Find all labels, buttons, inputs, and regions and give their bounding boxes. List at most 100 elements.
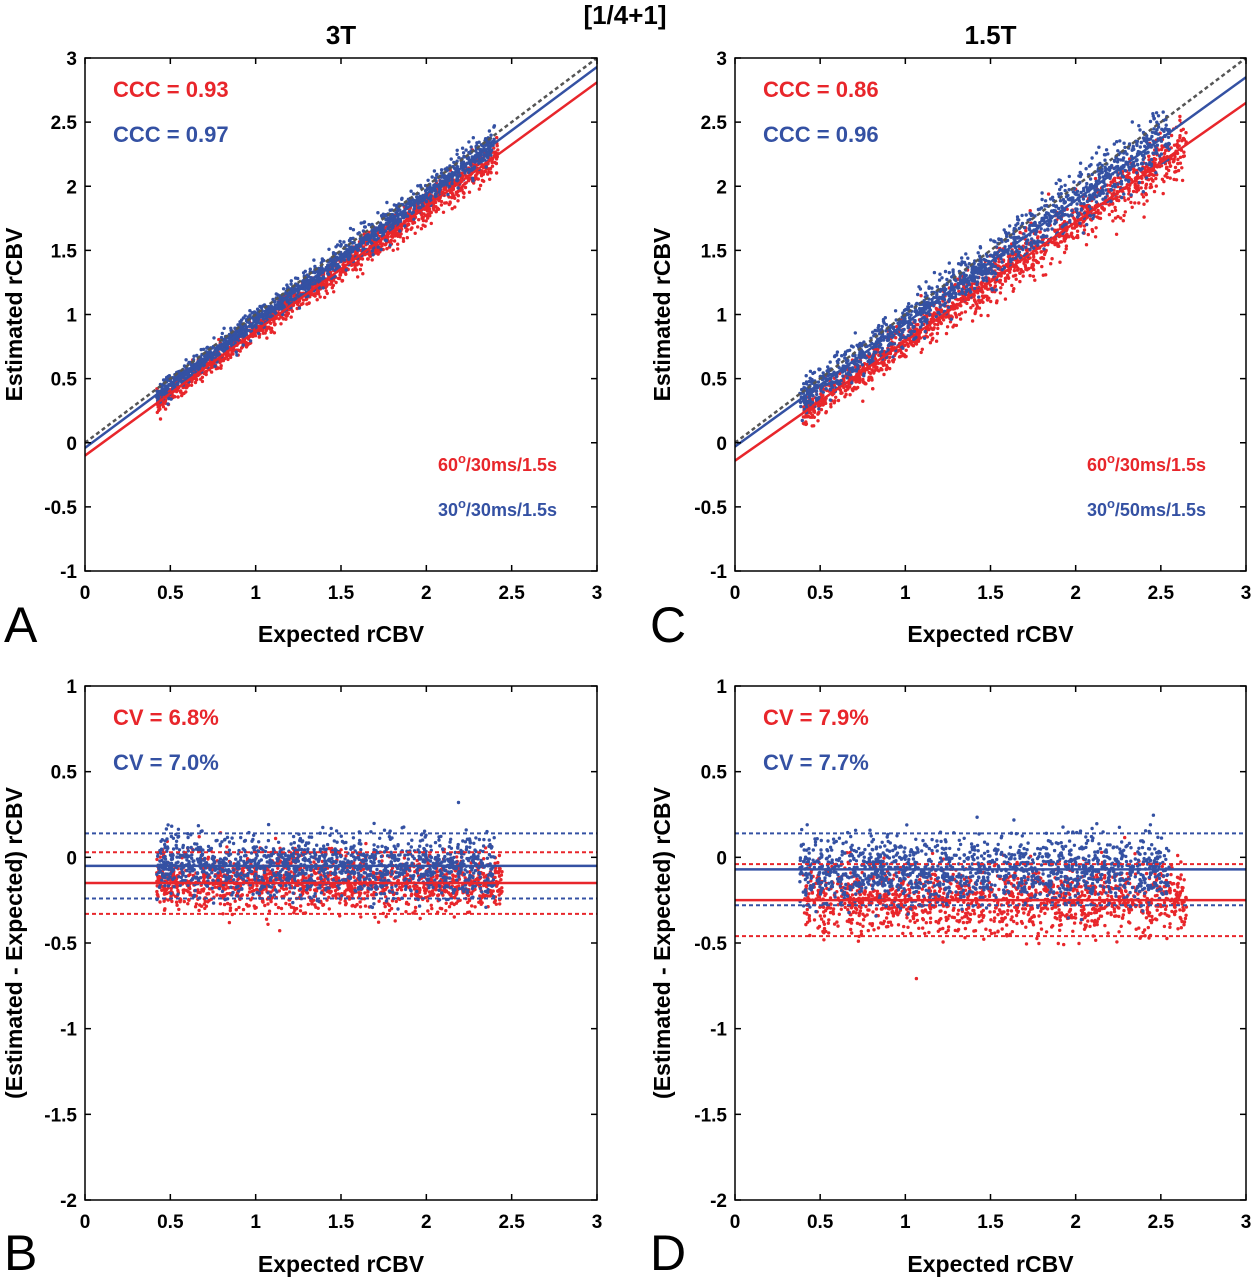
data-point [977, 295, 981, 299]
y-tick-label: 1.5 [51, 241, 78, 262]
data-point [261, 331, 265, 335]
data-point [919, 350, 923, 355]
data-point [455, 148, 459, 152]
data-point [972, 294, 976, 299]
data-point [1129, 200, 1133, 205]
data-point [412, 207, 416, 211]
data-point [929, 333, 933, 337]
data-point [385, 200, 389, 205]
data-point [898, 337, 902, 342]
data-point [936, 322, 940, 327]
data-point [914, 342, 919, 346]
data-point [293, 276, 298, 280]
data-point [349, 236, 353, 241]
data-point [190, 371, 195, 375]
data-point [1018, 279, 1022, 284]
data-point [1055, 241, 1059, 245]
data-point [457, 156, 461, 160]
plot-area [85, 58, 597, 457]
data-point [1179, 128, 1183, 133]
stat-annotation: CCC = 0.97 [113, 122, 229, 147]
data-point [1123, 210, 1128, 214]
data-point [1154, 171, 1158, 175]
data-point [388, 243, 392, 247]
data-point [1101, 197, 1105, 201]
data-point [430, 175, 434, 179]
data-point [1180, 139, 1184, 143]
data-point [948, 320, 953, 324]
data-point [941, 318, 946, 322]
data-point [247, 328, 251, 333]
data-point [434, 210, 438, 214]
data-point [1107, 203, 1111, 207]
data-point [226, 353, 230, 357]
data-point [999, 286, 1003, 290]
data-point [1050, 257, 1054, 261]
data-point [986, 287, 990, 291]
data-point [1013, 256, 1018, 260]
y-tick-label: 2.5 [51, 113, 78, 134]
data-point [973, 299, 977, 304]
data-point [914, 323, 918, 327]
data-point [810, 400, 815, 405]
data-point [1178, 134, 1182, 138]
data-point [1014, 277, 1018, 281]
data-point [451, 192, 455, 197]
data-point [1180, 166, 1184, 170]
data-point [1044, 273, 1048, 277]
data-point [456, 186, 460, 190]
data-point [1094, 226, 1098, 230]
data-point [884, 367, 889, 372]
data-point [401, 239, 406, 243]
data-point [488, 166, 493, 171]
data-point [1012, 287, 1016, 291]
data-point [384, 218, 388, 222]
data-point [1116, 157, 1120, 162]
data-point [997, 260, 1001, 264]
data-point [1059, 240, 1064, 244]
data-point [1158, 164, 1162, 169]
data-point [1116, 164, 1120, 169]
data-point [477, 140, 481, 144]
data-point [392, 232, 397, 236]
data-point [467, 150, 471, 155]
data-point [342, 240, 346, 244]
data-point [960, 311, 964, 315]
data-point [1121, 158, 1125, 162]
data-point [819, 407, 824, 412]
data-point [820, 401, 824, 406]
data-point [1082, 202, 1086, 206]
data-point [374, 251, 379, 255]
data-point [1153, 161, 1157, 165]
data-point [279, 307, 283, 311]
data-point [396, 247, 400, 251]
data-point [965, 301, 969, 306]
data-point [817, 407, 821, 411]
data-point [924, 280, 928, 284]
data-point [1174, 178, 1179, 182]
data-point [301, 298, 306, 302]
data-point [932, 326, 936, 330]
data-point [816, 411, 821, 415]
data-point [235, 353, 239, 357]
data-point [932, 311, 936, 315]
data-point [818, 367, 822, 371]
data-point [1006, 276, 1011, 280]
data-point [166, 402, 170, 406]
data-point [923, 329, 927, 334]
data-point [190, 379, 194, 383]
data-point [356, 248, 360, 252]
data-point [1163, 148, 1168, 153]
data-point [418, 183, 423, 188]
data-point [210, 357, 214, 361]
data-point [1165, 145, 1170, 149]
data-point [1116, 214, 1120, 219]
data-point [841, 374, 845, 378]
data-point [446, 192, 450, 197]
data-point [347, 244, 351, 248]
data-point [163, 407, 168, 411]
data-point [1003, 279, 1008, 283]
data-point [488, 177, 492, 181]
data-point [1093, 235, 1098, 239]
data-point [290, 287, 295, 292]
